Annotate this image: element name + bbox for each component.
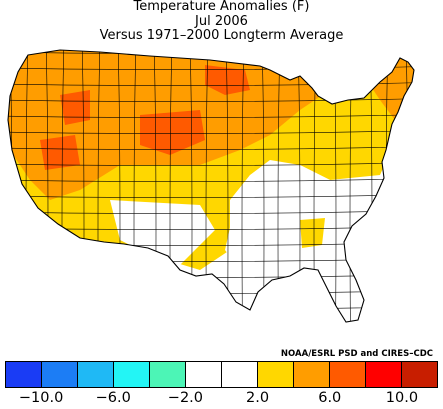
legend-swatch — [294, 362, 330, 387]
map-title: Temperature Anomalies (F) Jul 2006 Versu… — [0, 0, 443, 44]
division-border — [9, 50, 13, 322]
legend-tick-label: 6.0 — [318, 390, 342, 406]
legend-swatch — [78, 362, 114, 387]
region-anomaly-high-4 — [40, 135, 80, 170]
region-anomaly-high-1 — [60, 90, 90, 125]
title-line-2: Jul 2006 — [195, 13, 248, 29]
legend-swatch — [6, 362, 42, 387]
division-border — [8, 97, 414, 102]
region-anomaly-high-2 — [140, 110, 205, 155]
legend-swatch — [42, 362, 78, 387]
legend-swatch — [258, 362, 294, 387]
title-line-1: Temperature Anomalies (F) — [133, 0, 310, 14]
legend-tick-label: −6.0 — [95, 390, 131, 406]
legend-swatch — [366, 362, 402, 387]
region-no-anomaly-sw — [110, 200, 215, 265]
title-line-3: Versus 1971–2000 Longterm Average — [99, 28, 344, 43]
division-border — [8, 129, 414, 134]
legend-swatch — [402, 362, 437, 387]
division-border — [8, 305, 414, 310]
division-border — [8, 81, 414, 86]
legend-tick-label: −2.0 — [167, 390, 204, 406]
legend-tick-label: −10.0 — [18, 390, 64, 406]
division-border — [8, 177, 414, 182]
legend-swatch — [330, 362, 366, 387]
us-outline — [7, 49, 415, 323]
division-border — [8, 145, 414, 150]
color-scale-legend — [5, 361, 438, 388]
data-credit: NOAA/ESRL PSD and CIRES–CDC — [280, 349, 433, 359]
legend-tick-label: 2.0 — [246, 390, 270, 406]
legend-swatch — [222, 362, 258, 387]
region-anomaly-light-se — [300, 218, 325, 248]
division-border — [241, 50, 245, 322]
region-anomaly-high-3 — [205, 65, 250, 95]
division-border — [422, 40, 424, 340]
division-border — [8, 289, 414, 294]
legend-swatch — [150, 362, 186, 387]
legend-swatch — [186, 362, 222, 387]
legend-tick-labels: −10.0 −6.0 −2.0 2.0 6.0 10.0 — [0, 390, 443, 409]
division-border — [8, 321, 414, 322]
region-no-anomaly-se — [225, 165, 370, 300]
legend-swatch — [114, 362, 150, 387]
legend-tick-label: 10.0 — [385, 390, 419, 406]
division-border — [8, 113, 414, 118]
